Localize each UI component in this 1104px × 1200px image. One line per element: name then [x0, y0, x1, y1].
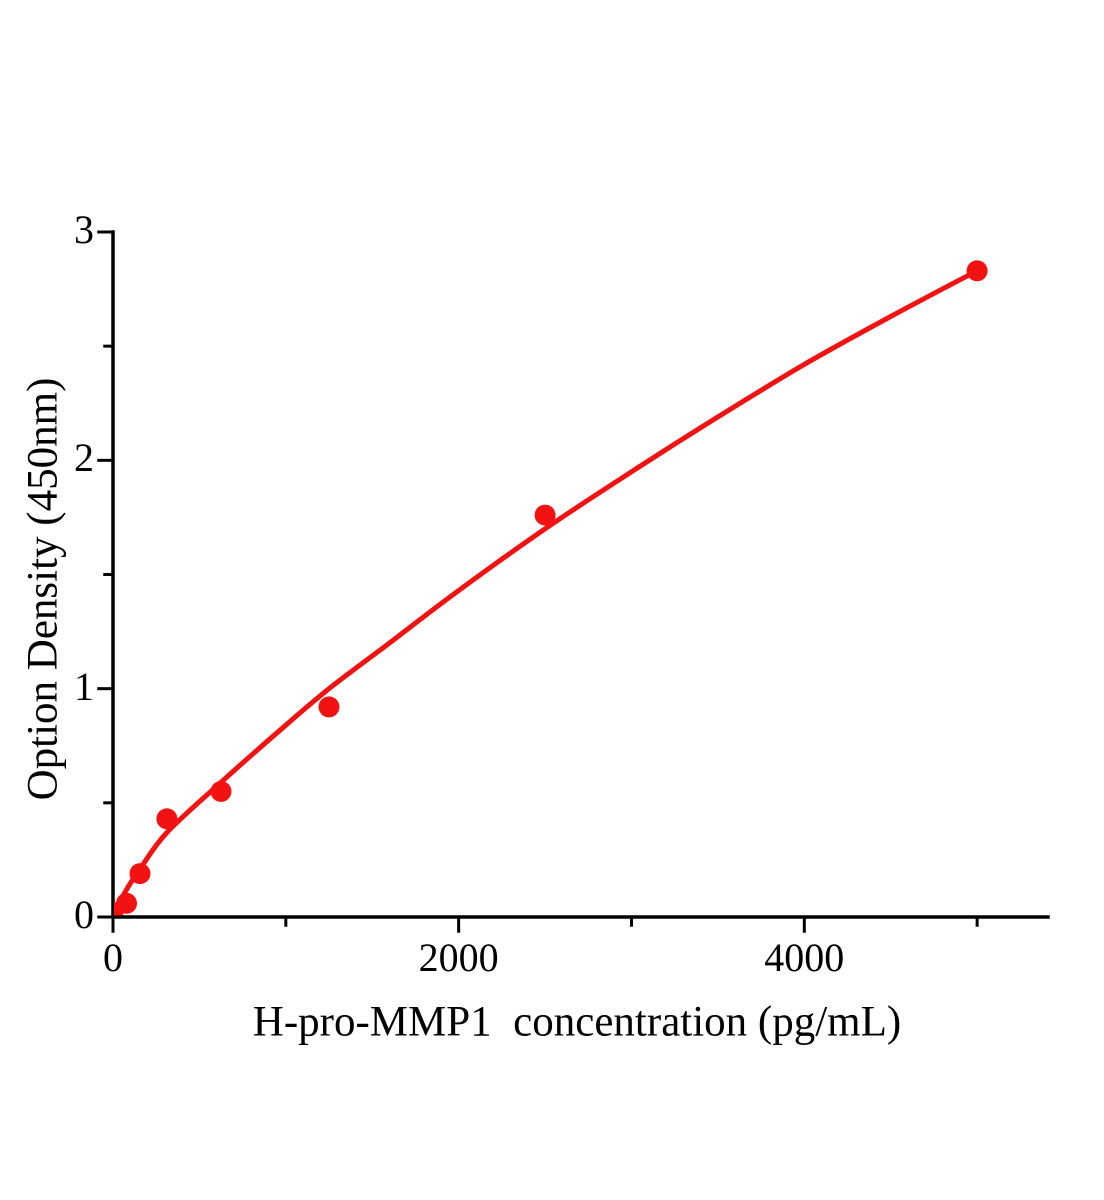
y-tick-label-0: 0 [74, 892, 94, 937]
x-tick-label-4000: 4000 [764, 935, 845, 980]
data-point [966, 260, 988, 282]
data-point [210, 780, 232, 802]
y-tick-label-1: 1 [74, 663, 94, 709]
y-tick-label-3: 3 [74, 207, 94, 252]
y-axis-label: Option Density (450nm) [19, 377, 67, 801]
data-point [156, 808, 178, 830]
data-point [534, 504, 556, 526]
x-axis-label: H-pro-MMP1 concentration (pg/mL) [252, 998, 902, 1046]
data-point [318, 696, 340, 718]
data-point [129, 863, 151, 885]
data-point [116, 892, 137, 914]
axes-lines [111, 230, 1050, 919]
x-tick-label-0: 0 [103, 935, 123, 980]
data-layer [114, 260, 988, 916]
x-tick-label-2000: 2000 [418, 935, 499, 980]
fit-curve [114, 268, 980, 916]
y-tick-label-2: 2 [74, 435, 94, 481]
